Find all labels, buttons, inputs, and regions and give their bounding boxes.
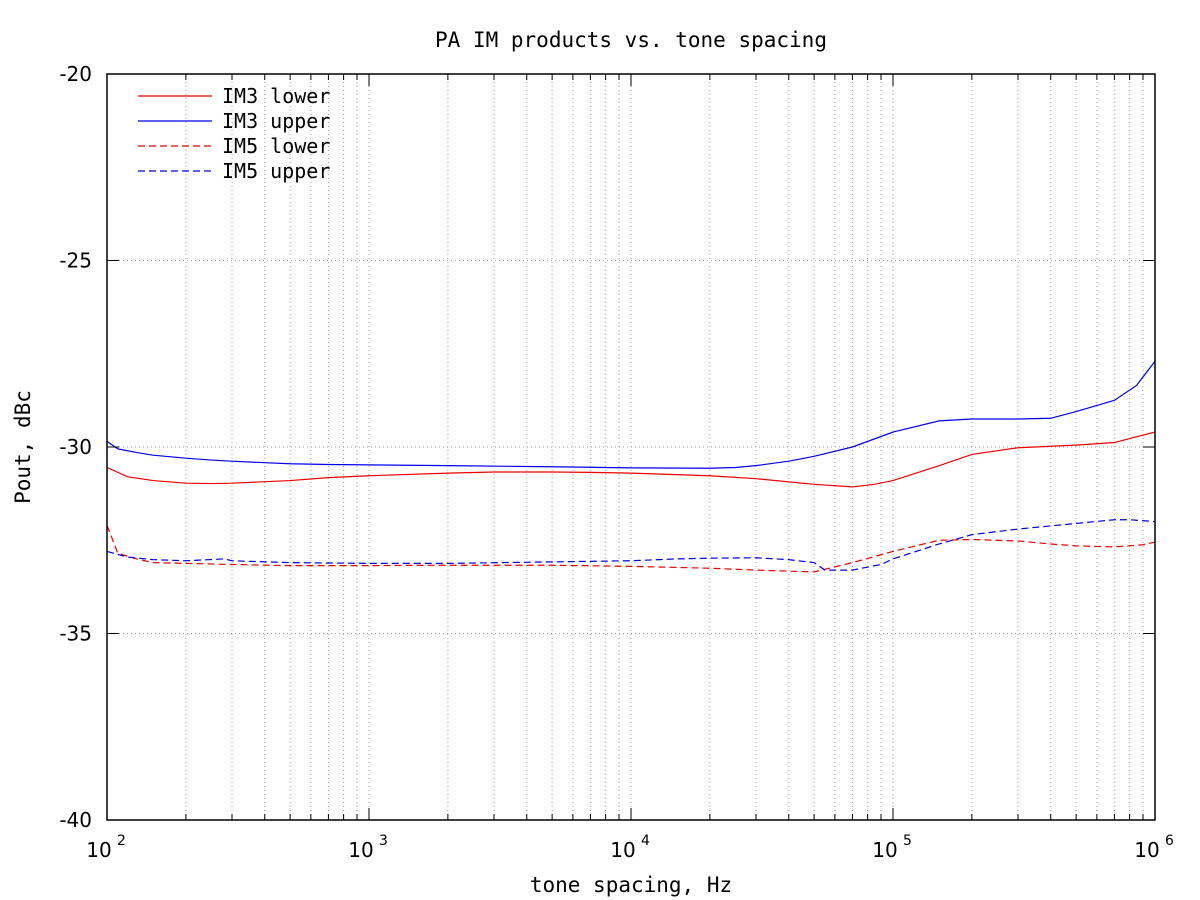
y-tick-label: -20 — [59, 62, 92, 86]
x-tick-label: 10 — [348, 838, 373, 862]
series-line-im3-lower — [107, 431, 1155, 488]
legend-label: IM3 upper — [222, 109, 330, 133]
x-tick-exponent: 4 — [641, 833, 650, 849]
y-tick-label: -30 — [59, 435, 92, 459]
legend-label: IM3 lower — [222, 84, 330, 108]
y-axis-label: Pout, dBc — [11, 390, 35, 504]
x-tick-exponent: 5 — [903, 833, 912, 849]
legend-label: IM5 lower — [222, 134, 330, 158]
x-tick-label: 10 — [610, 838, 635, 862]
x-tick-label: 10 — [872, 838, 897, 862]
series-line-im5-upper — [107, 519, 1155, 571]
grid — [107, 74, 1155, 820]
legend-label: IM5 upper — [222, 159, 330, 183]
x-tick-exponent: 3 — [379, 833, 388, 849]
x-tick-exponent: 2 — [117, 833, 126, 849]
y-tick-label: -35 — [59, 622, 92, 646]
series-line-im5-lower — [107, 525, 1155, 573]
plot-area — [107, 360, 1155, 573]
series-line-im3-upper — [107, 360, 1155, 469]
x-tick-label: 10 — [86, 838, 111, 862]
ticks — [106, 73, 1155, 821]
series-group — [107, 360, 1155, 573]
x-axis-label: tone spacing, Hz — [530, 873, 732, 897]
y-tick-labels: -20 -25 -30 -35 -40 — [59, 62, 92, 832]
x-tick-exponent: 6 — [1165, 833, 1174, 849]
y-tick-label: -40 — [59, 808, 92, 832]
chart-title: PA IM products vs. tone spacing — [435, 28, 827, 52]
y-tick-label: -25 — [59, 249, 92, 273]
x-tick-labels: 10 2 10 3 10 4 10 5 10 6 — [86, 833, 1174, 862]
x-tick-label: 10 — [1134, 838, 1159, 862]
